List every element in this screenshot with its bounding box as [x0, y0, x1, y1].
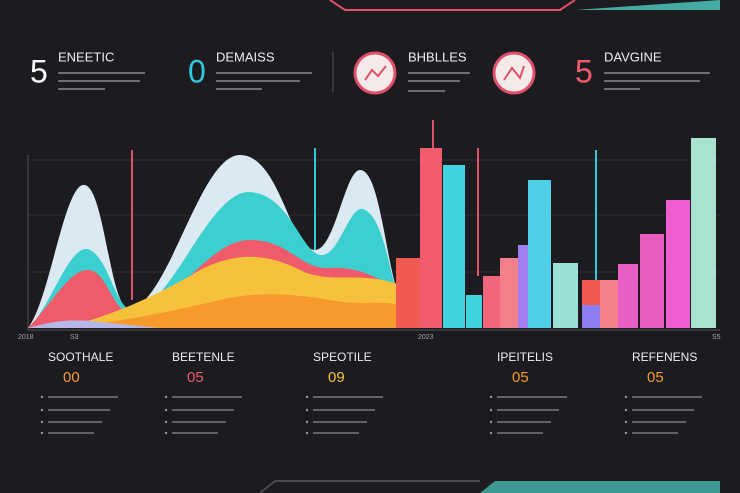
bullet [305, 395, 309, 399]
stat-value: 5 [575, 53, 593, 89]
axis-label: S3 [70, 334, 79, 341]
text-lines [58, 72, 710, 92]
icon [353, 51, 397, 95]
icon [492, 51, 536, 95]
item-label: BEETENLE [172, 350, 235, 364]
bullet [624, 408, 628, 412]
item-label: SOOTHALE [48, 350, 113, 364]
item-value: 05 [512, 369, 529, 386]
bullet [489, 420, 493, 424]
bullet [489, 431, 493, 435]
bullet [40, 431, 44, 435]
bullet [489, 408, 493, 412]
bullet [624, 431, 628, 435]
bullet [624, 395, 628, 399]
bullet [40, 395, 44, 399]
bullet [305, 431, 309, 435]
footer: SOOTHALE 00 BEETENLE 05 SPEOTILE 09 IPEITELIS 0… [40, 350, 702, 435]
item-value: 09 [328, 369, 345, 386]
item-value: 05 [647, 369, 664, 386]
chart: 2018 S3 2023 S5 [18, 120, 721, 341]
bullet [489, 395, 493, 399]
header: 5 ENEETIC 0 DEMAISS BHBLLES 5 DAVGINE [30, 49, 710, 95]
item-label: IPEITELIS [497, 350, 553, 364]
stat-label: BHBLLES [408, 49, 467, 64]
item-value: 00 [63, 369, 80, 386]
item-value: 05 [187, 369, 204, 386]
bullet [40, 408, 44, 412]
bullet [164, 408, 168, 412]
stat-value: 0 [188, 53, 206, 89]
item-label: REFENENS [632, 350, 697, 364]
bullet [305, 420, 309, 424]
axis-label: 2023 [418, 334, 434, 341]
bullet [164, 431, 168, 435]
bullet [164, 395, 168, 399]
stat-label: DEMAISS [216, 49, 275, 64]
axis-label: S5 [712, 334, 721, 341]
top-decor [259, 0, 720, 493]
bullet [624, 420, 628, 424]
bullet [40, 420, 44, 424]
item-label: SPEOTILE [313, 350, 372, 364]
stat-value: 5 [30, 53, 48, 89]
stat-label: DAVGINE [604, 49, 662, 64]
bullet [164, 420, 168, 424]
bullet [305, 408, 309, 412]
axis-label: 2018 [18, 334, 34, 341]
stat-label: ENEETIC [58, 49, 114, 64]
